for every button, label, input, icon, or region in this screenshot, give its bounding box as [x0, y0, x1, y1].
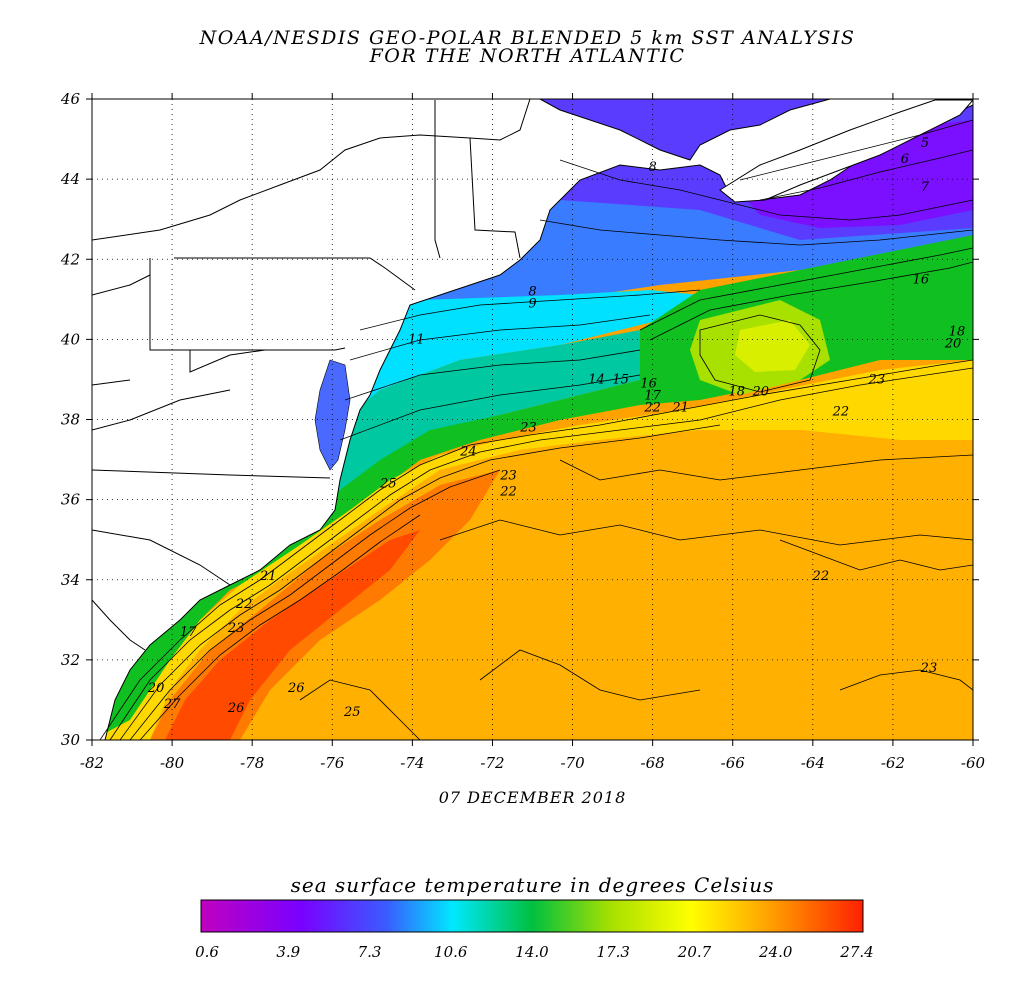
sst-band-hot [165, 530, 420, 740]
colorbar-tick-label: 24.0 [758, 943, 793, 961]
lat-tick-label: 40 [60, 330, 81, 348]
analysis-date: 07 DECEMBER 2018 [438, 788, 627, 807]
lon-tick-label: -60 [961, 754, 986, 772]
nova-scotia [719, 99, 973, 203]
contour-label: 21 [259, 569, 277, 584]
contour-label: 11 [408, 332, 425, 347]
contour-label: 7 [921, 180, 930, 195]
colorbar-ticks: 0.6 3.9 7.3 10.6 14.0 17.3 20.7 24.0 27.4 [195, 943, 874, 961]
colorbar-bar [200, 899, 864, 933]
lat-tick-label: 32 [61, 651, 80, 669]
lon-tick-label: -72 [480, 754, 504, 772]
map-title-line2: FOR THE NORTH ATLANTIC [369, 45, 686, 67]
contour-label: 18 [949, 324, 966, 339]
contour-label: 20 [147, 681, 165, 696]
lon-tick-label: -66 [721, 754, 746, 772]
map-axes: -82 -80 -78 -76 -74 -72 -70 -68 -66 -64 -62 -60 46 44… [60, 90, 986, 772]
lon-tick-label: -74 [400, 754, 424, 772]
lon-tick-label: -80 [160, 754, 185, 772]
lon-tick-label: -76 [320, 754, 345, 772]
contour-label: 14 [588, 372, 605, 387]
contour-label: 17 [180, 625, 197, 640]
graticule [92, 99, 973, 740]
lat-tick-label: 44 [60, 170, 80, 188]
contour-label: 21 [671, 400, 689, 415]
contour-label: 22 [643, 400, 661, 415]
colorbar-tick-label: 17.3 [597, 943, 630, 961]
contour-label: 25 [379, 477, 397, 492]
contour-label: 20 [751, 384, 769, 399]
sst-contours [99, 119, 973, 740]
lon-tick-label: -78 [240, 754, 264, 772]
sst-band-blue [420, 200, 973, 305]
contour-label: 16 [913, 272, 930, 287]
colorbar-tick-label: 7.3 [358, 943, 382, 961]
contour-label: 20 [944, 336, 962, 351]
contour-label: 25 [343, 705, 361, 720]
sst-band-yellow [92, 360, 973, 740]
colorbar-tick-label: 10.6 [434, 943, 468, 961]
contour-label: 22 [812, 569, 830, 584]
colorbar-tick-label: 27.4 [839, 943, 873, 961]
colorbar-tick-label: 3.9 [276, 943, 300, 961]
lon-tick-label: -62 [881, 754, 905, 772]
contour-label: 23 [519, 421, 537, 436]
contour-label: 8 [528, 284, 536, 299]
sst-band-cyan [330, 290, 700, 430]
lon-tick-label: -68 [641, 754, 665, 772]
sst-band-orange [150, 430, 973, 740]
contour-label: 18 [728, 384, 745, 399]
contour-label: 22 [832, 404, 850, 419]
contour-label: 23 [920, 661, 938, 676]
contour-label: 22 [235, 597, 253, 612]
colorbar-tick-label: 20.7 [677, 943, 712, 961]
lon-tick-label: -64 [801, 754, 825, 772]
contour-label: 6 [901, 152, 909, 167]
lat-tick-label: 38 [61, 411, 80, 429]
contour-label: 26 [287, 681, 305, 696]
contour-label: 9 [528, 296, 536, 311]
lat-tick-label: 30 [61, 731, 81, 749]
contour-label: 17 [644, 388, 661, 403]
sst-band-teal [330, 330, 640, 510]
map-title-line1: NOAA/NESDIS GEO-POLAR BLENDED 5 km SST A… [199, 27, 856, 49]
contour-label: 23 [227, 621, 245, 636]
lon-tick-label: -70 [560, 754, 585, 772]
political-boundaries [92, 99, 531, 651]
lat-tick-label: 46 [60, 90, 81, 108]
colorbar-tick-label: 0.6 [195, 943, 219, 961]
contour-label: 23 [868, 372, 886, 387]
colorbar-tick-label: 14.0 [515, 943, 549, 961]
contour-label: 5 [921, 136, 929, 151]
contour-label: 22 [499, 485, 517, 500]
colorbar-title: sea surface temperature in degrees Celsi… [290, 873, 775, 897]
contour-label: 24 [459, 445, 477, 460]
contour-label: 26 [227, 701, 245, 716]
contour-label: 16 [640, 376, 657, 391]
lat-tick-label: 42 [60, 250, 80, 268]
contour-label: 15 [612, 372, 629, 387]
lat-tick-label: 34 [61, 571, 80, 589]
lat-tick-label: 36 [61, 491, 81, 509]
sst-band-yellowgreen [735, 320, 810, 372]
contour-label: 23 [499, 469, 517, 484]
contour-label: 8 [648, 160, 656, 175]
lon-tick-label: -82 [80, 754, 104, 772]
